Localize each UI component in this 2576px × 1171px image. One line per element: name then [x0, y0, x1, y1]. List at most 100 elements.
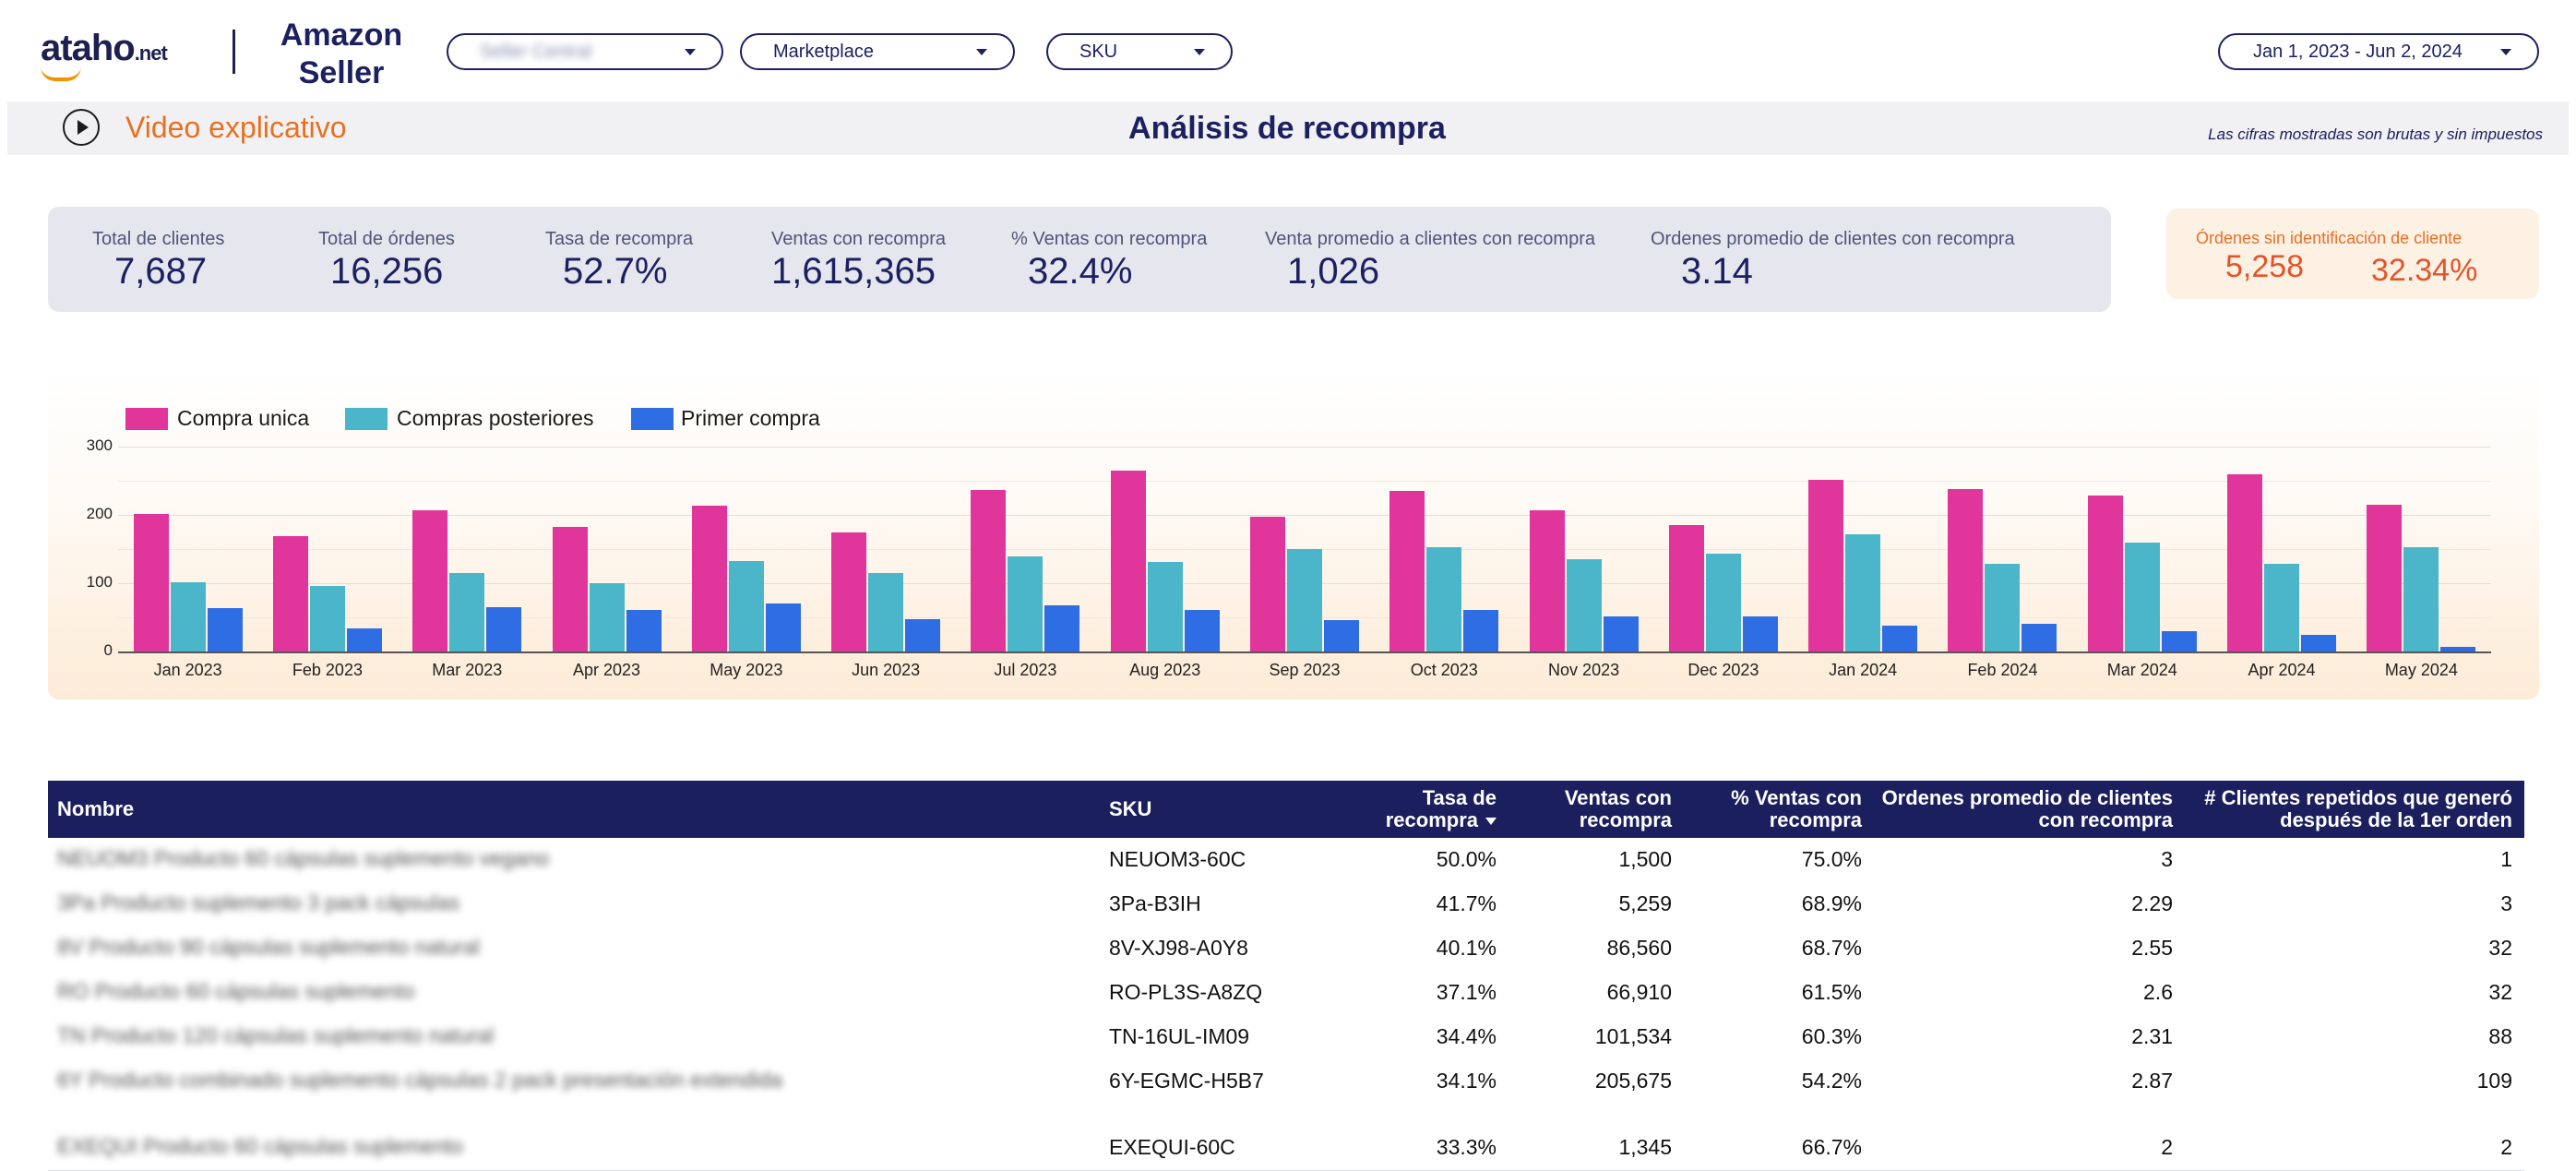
bar-primer-compra-jul-2023[interactable] — [1044, 605, 1080, 651]
bar-compra-unica-may-2024[interactable] — [2367, 504, 2403, 651]
bar-compras-posteriores-feb-2024[interactable] — [1985, 564, 2021, 651]
bar-compra-unica-may-2023[interactable] — [691, 506, 727, 651]
bar-primer-compra-jun-2023[interactable] — [905, 619, 941, 651]
bar-compras-posteriores-jun-2023[interactable] — [868, 572, 904, 651]
legend-label[interactable]: Primer compra — [681, 406, 820, 430]
bar-compra-unica-jun-2023[interactable] — [831, 532, 867, 651]
bar-compra-unica-apr-2023[interactable] — [552, 527, 588, 651]
kpi-value-venta-promedio: 1,026 — [1287, 251, 1380, 292]
kpi-value-ordenes-promedio: 3.14 — [1681, 251, 1753, 292]
bar-primer-compra-mar-2023[interactable] — [486, 606, 522, 651]
bar-primer-compra-may-2023[interactable] — [765, 603, 801, 651]
bar-primer-compra-apr-2023[interactable] — [626, 609, 662, 651]
bar-compras-posteriores-may-2023[interactable] — [728, 560, 764, 651]
bar-compras-posteriores-nov-2023[interactable] — [1566, 559, 1602, 651]
column-header-pct-ventas-recompra[interactable]: % Ventas con recompra — [1731, 786, 1862, 831]
marketplace-filter-dropdown[interactable]: Marketplace — [740, 33, 1015, 70]
bar-compra-unica-feb-2024[interactable] — [1948, 488, 1984, 651]
bar-primer-compra-dec-2023[interactable] — [1742, 616, 1778, 651]
column-header-ventas-recompra[interactable]: Ventas con recompra — [1564, 786, 1672, 831]
bar-compras-posteriores-sep-2023[interactable] — [1287, 549, 1322, 651]
x-axis-tick-label: Apr 2024 — [2248, 661, 2316, 679]
legend-label[interactable]: Compra unica — [177, 406, 310, 430]
kpi-label-ventas-recompra: Ventas con recompra — [771, 229, 946, 249]
bar-compras-posteriores-oct-2023[interactable] — [1426, 546, 1462, 651]
bar-compras-posteriores-mar-2024[interactable] — [2124, 543, 2160, 651]
logo-suffix-text: .net — [134, 42, 168, 65]
ataho-logo: ataho.net — [41, 28, 168, 69]
bar-compra-unica-jan-2024[interactable] — [1808, 479, 1844, 651]
bar-primer-compra-mar-2024[interactable] — [2161, 630, 2197, 651]
column-header-clientes-repetidos[interactable]: # Clientes repetidos que generó después … — [2204, 786, 2512, 831]
table-row[interactable]: 6Y Producto combinado suplemento cápsula… — [48, 1059, 2524, 1127]
bar-primer-compra-oct-2023[interactable] — [1463, 609, 1499, 651]
x-axis-tick-label: Jan 2023 — [153, 661, 222, 679]
brand-title: Amazon Seller — [280, 18, 403, 90]
bar-compras-posteriores-jan-2024[interactable] — [1845, 533, 1881, 651]
bar-primer-compra-nov-2023[interactable] — [1603, 616, 1639, 651]
account-filter-dropdown[interactable]: Seller Central — [447, 33, 723, 70]
bar-primer-compra-may-2024[interactable] — [2440, 646, 2476, 651]
x-axis-tick-label: Nov 2023 — [1548, 661, 1620, 679]
bar-compras-posteriores-apr-2023[interactable] — [589, 583, 625, 651]
bar-compra-unica-mar-2024[interactable] — [2087, 496, 2123, 651]
table-cell-ordenes: 2.6 — [2143, 980, 2173, 1004]
bar-primer-compra-jan-2023[interactable] — [207, 608, 243, 651]
x-axis-tick-label: Apr 2023 — [572, 661, 641, 679]
table-cell-clientes: 32 — [2488, 936, 2512, 960]
table-row[interactable]: RO Producto 60 cápsulas suplemento RO-PL3… — [48, 971, 2524, 1016]
legend-label[interactable]: Compras posteriores — [397, 406, 594, 430]
table-cell-name: TN Producto 120 cápsulas suplemento natu… — [57, 1023, 495, 1047]
bar-compra-unica-aug-2023[interactable] — [1110, 470, 1146, 651]
bar-primer-compra-apr-2024[interactable] — [2301, 635, 2337, 651]
column-header-sku[interactable]: SKU — [1109, 797, 1152, 820]
bar-compras-posteriores-mar-2023[interactable] — [449, 572, 485, 651]
bar-compra-unica-apr-2024[interactable] — [2227, 474, 2263, 651]
table-cell-ventas: 86,560 — [1606, 936, 1672, 960]
table-cell-tasa: 50.0% — [1436, 847, 1497, 871]
bar-compras-posteriores-dec-2023[interactable] — [1705, 554, 1741, 651]
bar-primer-compra-feb-2023[interactable] — [346, 627, 382, 651]
bar-compra-unica-mar-2023[interactable] — [412, 509, 448, 651]
sort-desc-icon — [1485, 818, 1497, 826]
bar-compra-unica-oct-2023[interactable] — [1389, 491, 1425, 651]
chevron-down-icon — [1194, 49, 1205, 55]
bar-primer-compra-sep-2023[interactable] — [1324, 619, 1359, 651]
bar-compra-unica-dec-2023[interactable] — [1668, 525, 1704, 651]
video-explicativo-link[interactable]: Video explicativo — [125, 111, 347, 144]
column-header-ordenes-promedio[interactable]: Ordenes promedio de clientes con recompr… — [1881, 786, 2173, 831]
bar-primer-compra-aug-2023[interactable] — [1184, 609, 1220, 651]
column-header-nombre[interactable]: Nombre — [57, 797, 135, 820]
bar-compras-posteriores-may-2024[interactable] — [2403, 546, 2439, 651]
bar-compras-posteriores-jan-2023[interactable] — [170, 581, 206, 651]
unidentified-orders-count: 5,258 — [2225, 249, 2305, 284]
column-header-tasa-recompra[interactable]: Tasa de recompra — [1349, 787, 1497, 831]
table-cell-sku: RO-PL3S-A8ZQ — [1109, 980, 1263, 1004]
table-row[interactable]: NEUOM3 Producto 60 cápsulas suplemento v… — [48, 838, 2524, 883]
bar-compra-unica-jul-2023[interactable] — [971, 490, 1007, 651]
sku-filter-dropdown[interactable]: SKU — [1046, 33, 1233, 70]
table-row[interactable]: TN Producto 120 cápsulas suplemento natu… — [48, 1015, 2524, 1060]
bar-primer-compra-jan-2024[interactable] — [1882, 625, 1918, 651]
table-cell-ventas: 1,345 — [1618, 1135, 1672, 1159]
bar-compras-posteriores-apr-2024[interactable] — [2264, 563, 2300, 651]
bar-compra-unica-feb-2023[interactable] — [272, 535, 308, 651]
bar-compras-posteriores-aug-2023[interactable] — [1147, 562, 1183, 651]
date-range-picker[interactable]: Jan 1, 2023 - Jun 2, 2024 — [2218, 33, 2539, 70]
column-header-tasa-recompra-label: Tasa de recompra — [1385, 786, 1497, 831]
table-cell-sku: 6Y-EGMC-H5B7 — [1109, 1069, 1264, 1093]
bar-compra-unica-sep-2023[interactable] — [1250, 517, 1285, 651]
bar-compras-posteriores-jul-2023[interactable] — [1008, 556, 1044, 651]
bar-compra-unica-nov-2023[interactable] — [1529, 509, 1565, 651]
table-row[interactable]: 8V Producto 90 cápsulas suplemento natur… — [48, 926, 2524, 972]
play-icon[interactable] — [63, 109, 100, 146]
table-cell-pct: 66.7% — [1801, 1135, 1862, 1159]
kpi-label-tasa-recompra: Tasa de recompra — [545, 229, 694, 249]
table-row[interactable]: 3Pa Producto suplemento 3 pack cápsulas 3… — [48, 882, 2524, 927]
bar-compras-posteriores-feb-2023[interactable] — [309, 585, 345, 651]
bar-compra-unica-jan-2023[interactable] — [133, 514, 169, 651]
table-row[interactable]: EXEQUI Producto 60 cápsulas suplemento EX… — [48, 1126, 2524, 1171]
bar-primer-compra-feb-2024[interactable] — [2021, 624, 2057, 651]
table-cell-name: RO Producto 60 cápsulas suplemento — [57, 979, 415, 1003]
kpi-value-ventas-recompra: 1,615,365 — [771, 251, 936, 292]
